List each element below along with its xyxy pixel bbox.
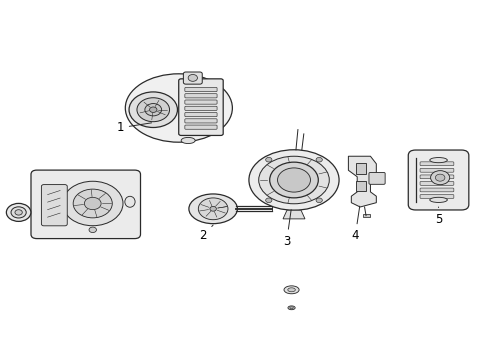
FancyBboxPatch shape bbox=[179, 79, 223, 135]
FancyBboxPatch shape bbox=[31, 170, 141, 239]
Bar bbox=[356, 181, 366, 191]
Circle shape bbox=[210, 206, 217, 211]
Circle shape bbox=[316, 157, 322, 162]
Circle shape bbox=[149, 107, 157, 112]
Ellipse shape bbox=[430, 197, 447, 202]
FancyBboxPatch shape bbox=[185, 113, 217, 117]
FancyBboxPatch shape bbox=[420, 195, 454, 198]
Circle shape bbox=[84, 197, 101, 210]
Text: 4: 4 bbox=[351, 206, 360, 242]
Ellipse shape bbox=[249, 150, 339, 210]
Circle shape bbox=[62, 181, 123, 226]
Circle shape bbox=[266, 198, 272, 203]
Ellipse shape bbox=[125, 74, 232, 142]
Ellipse shape bbox=[430, 158, 447, 163]
Circle shape bbox=[435, 174, 445, 181]
Text: 1: 1 bbox=[116, 121, 151, 134]
Ellipse shape bbox=[288, 288, 295, 292]
Bar bbox=[363, 214, 369, 217]
Ellipse shape bbox=[288, 306, 295, 310]
FancyBboxPatch shape bbox=[183, 72, 202, 84]
Circle shape bbox=[431, 171, 450, 185]
FancyBboxPatch shape bbox=[41, 185, 67, 226]
Circle shape bbox=[89, 227, 97, 233]
Polygon shape bbox=[283, 210, 305, 219]
Ellipse shape bbox=[284, 286, 299, 294]
FancyBboxPatch shape bbox=[408, 150, 469, 210]
FancyBboxPatch shape bbox=[420, 175, 454, 179]
Ellipse shape bbox=[290, 307, 294, 309]
FancyBboxPatch shape bbox=[185, 87, 217, 91]
Ellipse shape bbox=[181, 138, 195, 144]
Polygon shape bbox=[348, 156, 376, 207]
Circle shape bbox=[270, 162, 318, 198]
Circle shape bbox=[266, 157, 272, 162]
Bar bbox=[356, 163, 366, 174]
Circle shape bbox=[15, 210, 23, 215]
Circle shape bbox=[316, 198, 322, 203]
FancyBboxPatch shape bbox=[185, 119, 217, 123]
Text: 3: 3 bbox=[283, 210, 291, 248]
Text: 5: 5 bbox=[435, 207, 442, 226]
Circle shape bbox=[145, 104, 162, 116]
FancyBboxPatch shape bbox=[420, 181, 454, 185]
FancyBboxPatch shape bbox=[185, 100, 217, 104]
Circle shape bbox=[277, 168, 311, 192]
FancyBboxPatch shape bbox=[185, 106, 217, 111]
Circle shape bbox=[129, 92, 177, 127]
Text: 2: 2 bbox=[199, 225, 213, 242]
Circle shape bbox=[198, 198, 228, 220]
Circle shape bbox=[73, 189, 112, 218]
Circle shape bbox=[6, 203, 31, 221]
FancyBboxPatch shape bbox=[420, 188, 454, 192]
Circle shape bbox=[137, 98, 170, 122]
Ellipse shape bbox=[259, 156, 329, 204]
FancyBboxPatch shape bbox=[185, 94, 217, 98]
Circle shape bbox=[188, 75, 197, 81]
Ellipse shape bbox=[125, 196, 135, 207]
Circle shape bbox=[11, 207, 26, 218]
FancyBboxPatch shape bbox=[420, 168, 454, 172]
Ellipse shape bbox=[189, 194, 237, 224]
FancyBboxPatch shape bbox=[369, 172, 385, 184]
FancyBboxPatch shape bbox=[420, 162, 454, 166]
FancyBboxPatch shape bbox=[185, 125, 217, 129]
